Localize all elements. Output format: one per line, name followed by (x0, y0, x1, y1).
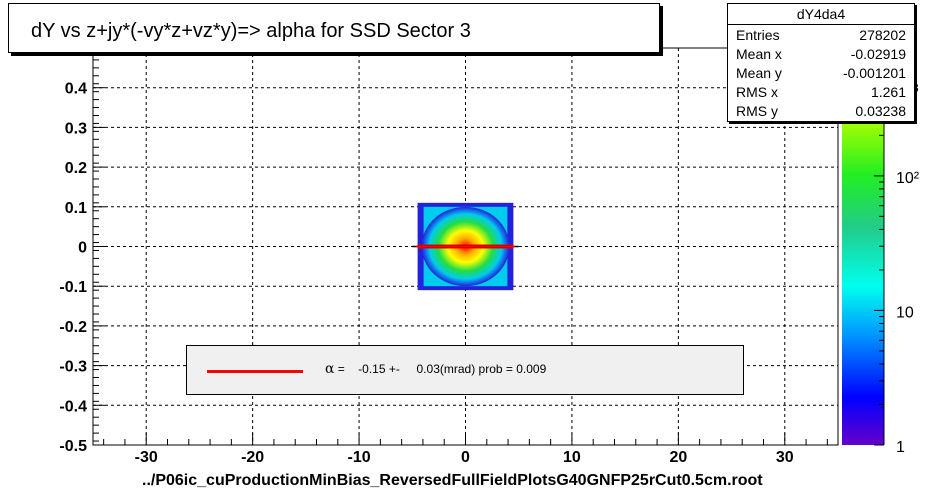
y-tick-label: 0 (78, 240, 87, 257)
y-tick-label: -0.2 (59, 319, 87, 336)
y-tick-label: 0.2 (65, 160, 87, 177)
legend-line-sample (207, 370, 303, 373)
y-tick-labels: -0.5 -0.4 -0.3 -0.2 -0.1 0 0.1 0.2 0.3 0.4 (59, 81, 87, 455)
y-tick-label: -0.1 (59, 279, 87, 296)
y-tick-label: 0.3 (65, 120, 87, 137)
stat-label: RMS x (736, 84, 778, 100)
x-tick-label: -20 (241, 449, 264, 466)
chart-title: dY vs z+jy*(-vy*z+vz*y)=> alpha for SSD … (31, 20, 471, 42)
alpha-symbol: α (325, 361, 335, 377)
stats-name: dY4da4 (728, 4, 914, 25)
stat-label: Mean x (736, 46, 782, 62)
x-tick-labels: -30 -20 -10 0 10 20 30 (135, 449, 794, 466)
axis-ticks (93, 51, 828, 446)
legend-text: α = -0.15 +- 0.03(mrad) prob = 0.009 (325, 361, 546, 377)
x-tick-label: 30 (776, 449, 794, 466)
stat-row-rms-x: RMS x 1.261 (736, 83, 906, 102)
z-tick-label: 10 (896, 304, 914, 321)
stat-label: RMS y (736, 103, 778, 119)
x-tick-label: 0 (461, 449, 470, 466)
z-exponent-label: 3 (912, 81, 919, 95)
file-path-label: ../P06ic_cuProductionMinBias_ReversedFul… (142, 472, 763, 489)
x-tick-label: 10 (563, 449, 581, 466)
stats-box: dY4da4 Entries 278202 Mean x -0.02919 Me… (727, 3, 915, 122)
stat-row-mean-x: Mean x -0.02919 (736, 45, 906, 64)
stat-value: 278202 (859, 27, 906, 43)
y-tick-label: -0.5 (59, 438, 87, 455)
stat-value: -0.02919 (850, 46, 906, 62)
x-tick-label: -30 (135, 449, 158, 466)
stat-value: 1.261 (870, 84, 906, 100)
stat-value: 0.03238 (855, 103, 906, 119)
x-tick-label: 20 (669, 449, 687, 466)
stat-row-rms-y: RMS y 0.03238 (736, 102, 906, 121)
y-tick-label: -0.4 (59, 398, 87, 415)
y-tick-label: -0.3 (59, 359, 87, 376)
y-tick-label: 0.1 (65, 200, 87, 217)
stat-label: Mean y (736, 65, 782, 81)
stat-label: Entries (736, 27, 780, 43)
y-tick-label: 0.4 (65, 81, 87, 98)
stat-row-entries: Entries 278202 (736, 26, 906, 45)
fit-legend: α = -0.15 +- 0.03(mrad) prob = 0.009 (186, 345, 744, 395)
z-tick-label: 10² (896, 170, 920, 187)
stat-value: -0.001201 (842, 65, 906, 81)
x-tick-label: -10 (348, 449, 371, 466)
stat-row-mean-y: Mean y -0.001201 (736, 64, 906, 83)
legend-fit-result: = -0.15 +- 0.03(mrad) prob = 0.009 (334, 362, 547, 376)
z-tick-label: 1 (896, 439, 905, 456)
title-box: dY vs z+jy*(-vy*z+vz*y)=> alpha for SSD … (8, 3, 660, 53)
